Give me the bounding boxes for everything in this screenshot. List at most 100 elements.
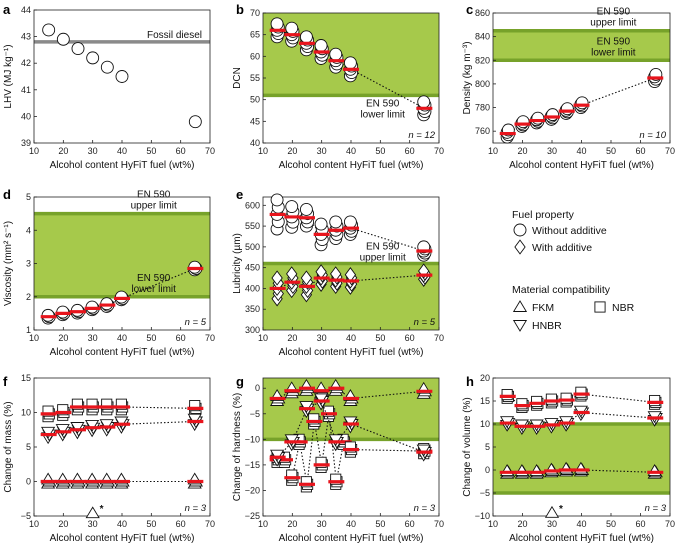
x-tick-label-a-4: 50: [146, 146, 156, 156]
y-tick-label-f-2: 5: [26, 442, 31, 452]
y-tick-label-b-6: 70: [250, 8, 260, 18]
marker-b-0-4-4: [329, 47, 343, 61]
marker-g-2-3-2: [314, 393, 329, 406]
x-tick-label-d-5: 60: [176, 333, 186, 343]
y-tick-label-g-5: 0: [255, 383, 260, 393]
marker-f-0-2-2: [71, 398, 83, 410]
spec-band-c: [493, 30, 670, 61]
x-axis-label-e: Alcohol content HyFiT fuel (wt%): [279, 347, 424, 358]
y-axis-label-a: LHV (MJ kg⁻¹): [3, 44, 14, 108]
x-tick-label-g-0: 10: [258, 519, 268, 529]
panel-f: 10 20 30 40 50 60 70 −5 0 5 10 15 Alcohol content Hy…: [3, 373, 215, 544]
y-axis-label-g: Change of hardness (%): [232, 393, 243, 501]
y-tick-label-b-4: 60: [250, 51, 260, 61]
y-tick-label-d-0: 1: [26, 325, 31, 335]
panel-label-b: b: [236, 2, 244, 17]
marker-f-0-3-2: [86, 398, 98, 410]
marker-g-1-2-2: [286, 469, 298, 481]
y-tick-label-e-5: 550: [245, 221, 260, 231]
y-axis-label-d: Viscosity (mm² s⁻¹): [3, 221, 14, 306]
y-tick-label-f-4: 15: [21, 373, 31, 383]
y-axis-label-e: Lubricity (µm): [232, 233, 243, 294]
x-tick-label-b-0: 10: [258, 146, 268, 156]
x-tick-label-a-3: 40: [117, 146, 127, 156]
legend-material-marker-0: [512, 300, 528, 312]
y-tick-label-f-3: 10: [21, 408, 31, 418]
marker-a-0-3: [86, 51, 100, 65]
series-h-1: [499, 405, 664, 435]
y-tick-label-a-0: 39: [21, 138, 31, 148]
marker-f-1-5-2: [114, 416, 129, 429]
reference-label-d-1-1: lower limit: [131, 284, 176, 295]
legend-material-marker-2: [512, 320, 528, 332]
y-tick-label-h-4: 10: [480, 419, 490, 429]
marker-g-1-8-2: [330, 473, 342, 485]
reference-label-a-0: Fossil diesel: [147, 30, 202, 41]
series-g-2: [269, 393, 433, 467]
y-tick-label-a-4: 43: [21, 32, 31, 42]
x-tick-label-b-4: 50: [375, 146, 385, 156]
marker-h-0-1-2: [516, 398, 528, 410]
marker-e-0-2-4: [299, 203, 313, 216]
marker-g-1-5-2: [308, 413, 320, 425]
y-tick-label-h-0: −10: [475, 511, 490, 521]
y-tick-label-e-0: 300: [245, 325, 260, 335]
x-tick-label-c-5: 60: [635, 146, 645, 156]
x-tick-label-d-3: 40: [117, 333, 127, 343]
y-tick-label-h-6: 20: [480, 373, 490, 383]
marker-c-0-2-3: [531, 111, 545, 125]
y-tick-label-d-2: 3: [26, 259, 31, 269]
trend-line-tail-e-0: [350, 227, 425, 252]
x-tick-label-h-1: 20: [517, 519, 527, 529]
x-tick-label-d-4: 50: [146, 333, 156, 343]
marker-e-0-5-4: [343, 215, 357, 229]
marker-g-2-5-2: [343, 416, 358, 429]
marker-h-0-2-2: [531, 395, 543, 408]
y-tick-label-e-4: 500: [245, 242, 260, 252]
legend: Fuel property Without additive With additi…: [512, 209, 635, 332]
marker-g-2-1-2: [284, 434, 299, 447]
reference-label-d-1-0: EN 590: [137, 273, 171, 284]
x-tick-label-e-3: 40: [346, 333, 356, 343]
y-tick-label-c-5: 860: [475, 8, 490, 18]
marker-h-0-5-2: [575, 386, 587, 398]
series-d-0: [40, 260, 204, 325]
series-g-0: [269, 378, 433, 406]
panel-label-h: h: [466, 374, 474, 389]
x-tick-label-g-6: 70: [434, 519, 444, 529]
marker-b-0-0-4: [270, 17, 284, 31]
n-label-c: n = 10: [639, 130, 666, 141]
x-tick-label-e-1: 20: [287, 333, 297, 343]
x-tick-label-c-6: 70: [665, 146, 675, 156]
marker-g-2-0-2: [270, 449, 285, 462]
x-tick-label-d-6: 70: [205, 333, 215, 343]
x-tick-label-a-2: 30: [88, 146, 98, 156]
y-tick-label-b-0: 40: [250, 138, 260, 148]
y-tick-label-d-4: 5: [26, 192, 31, 202]
marker-b-0-1-4: [285, 21, 299, 35]
marker-a-0-1: [56, 32, 70, 46]
x-axis-label-c: Alcohol content HyFiT fuel (wt%): [509, 160, 654, 171]
marker-e-1-0-4: [271, 270, 283, 286]
x-tick-label-h-0: 10: [488, 519, 498, 529]
y-tick-label-h-5: 15: [480, 396, 490, 406]
marker-a-0-6: [188, 115, 202, 129]
y-tick-label-g-3: −10: [245, 434, 260, 444]
x-tick-label-g-2: 30: [317, 519, 327, 529]
marker-a-0-2: [71, 42, 85, 56]
y-tick-label-h-3: 5: [485, 442, 490, 452]
y-tick-label-g-0: −25: [245, 511, 260, 521]
y-tick-label-a-2: 41: [21, 85, 31, 95]
x-tick-label-h-2: 30: [547, 519, 557, 529]
x-tick-label-f-0: 10: [29, 519, 39, 529]
y-axis-label-b: DCN: [232, 67, 243, 89]
x-tick-label-e-2: 30: [317, 333, 327, 343]
marker-c-0-3-3: [546, 108, 560, 122]
marker-f-0-6-2: [189, 400, 201, 412]
x-tick-label-h-5: 60: [635, 519, 645, 529]
series-b-0: [269, 17, 433, 122]
marker-a-0-0: [42, 23, 56, 37]
x-tick-label-e-6: 70: [434, 333, 444, 343]
y-tick-label-c-3: 820: [475, 55, 490, 65]
annotation-marker-h: [544, 505, 560, 518]
